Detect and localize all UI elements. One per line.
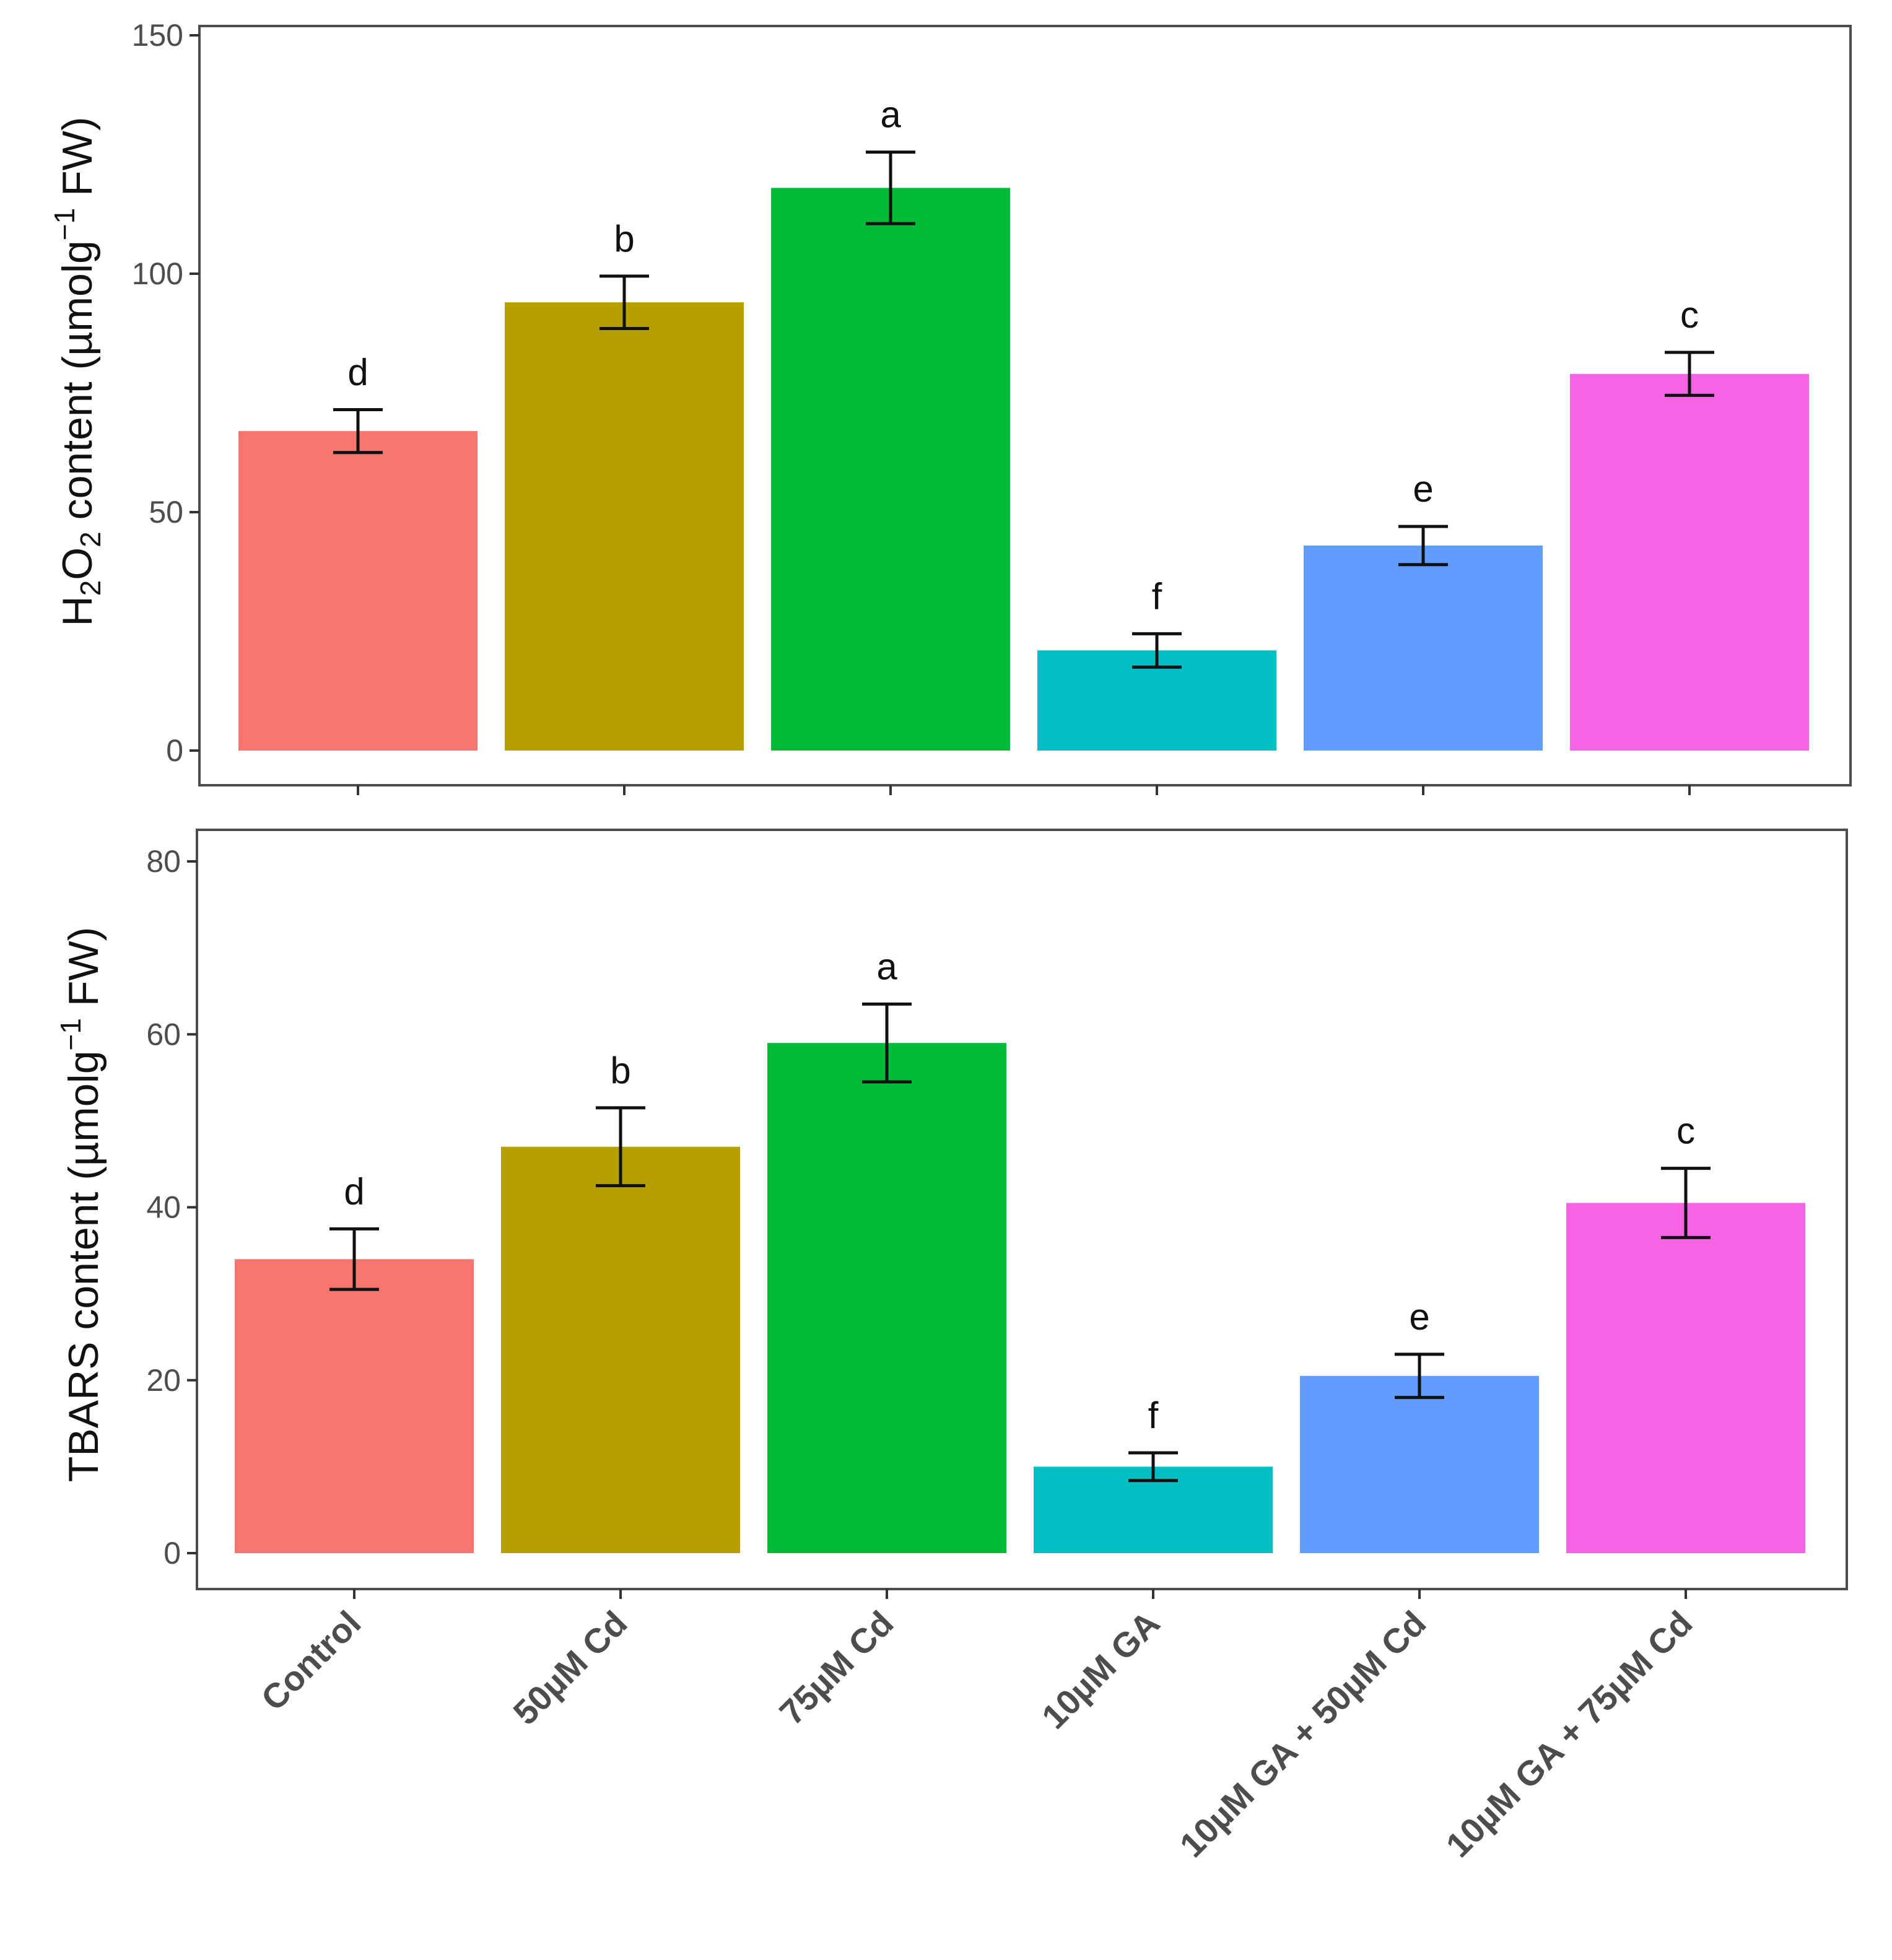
significance-letter-1: d [344,1170,364,1212]
y-tick-label: 20 [146,1363,181,1398]
y-tick-label: 0 [166,733,183,768]
error-bar-4 [1128,1451,1178,1483]
bar-3 [771,188,1010,751]
error-bar-3 [862,1002,912,1084]
y-title-part: TBARS content (µmolg [60,1050,107,1482]
x-tick-label-4: 10µM GA [1034,1603,1167,1736]
y-axis-title: TBARS content (µmolg−1 FW) [54,927,107,1483]
y-tick-label: 150 [132,18,183,53]
error-bar-2 [596,1106,645,1188]
error-bar-4 [1132,632,1182,669]
x-tick-label-6: 10µM GA + 75µM Cd [1438,1603,1699,1865]
significance-letter-5: e [1413,468,1433,510]
error-bar-2 [599,274,649,331]
error-bar-1 [333,407,383,455]
x-tick-label-2: 50µM Cd [505,1603,634,1732]
significance-letter-2: b [610,1050,630,1091]
y-title-part: FW) [60,927,107,1018]
y-title-subscript: 2 [74,531,107,547]
y-title-subscript: 2 [74,580,107,596]
bar-5 [1300,1375,1539,1553]
bar-1 [238,431,477,751]
significance-letter-3: a [876,946,897,987]
significance-letter-6: c [1676,1110,1695,1152]
error-bar-1 [329,1227,379,1291]
bar-1 [235,1259,474,1553]
significance-letter-2: b [614,218,634,259]
bar-2 [505,302,744,751]
panel-border [196,829,1848,1590]
y-title-part: content (µmolg [54,240,101,531]
error-bar-3 [866,150,915,225]
y-title-part: H [54,596,101,626]
significance-letter-6: c [1680,294,1699,336]
bar-3 [767,1043,1006,1553]
y-tick-label: 40 [146,1190,181,1225]
panel-border [198,25,1852,786]
y-title-part: FW) [54,117,101,208]
y-tick-label: 100 [132,256,183,291]
significance-letter-1: d [347,351,368,393]
y-title-superscript: −1 [48,208,81,240]
significance-letter-3: a [880,94,901,136]
significance-letter-4: f [1148,1395,1159,1436]
y-tick-label: 80 [146,844,181,879]
significance-letter-4: f [1152,575,1162,617]
y-tick-label: 60 [146,1017,181,1052]
x-tick-label-5: 10µM GA + 50µM Cd [1172,1603,1433,1865]
bar-6 [1570,373,1809,751]
y-tick-label: 50 [149,495,183,529]
y-title-part: O [54,547,101,580]
x-tick-label-1: Control [253,1603,368,1718]
x-tick-label-3: 75µM Cd [772,1603,900,1732]
tbars-panel: d b a f e c 0 20 40 60 80 TBARS content (µmolg−1 FW… [54,829,1848,1599]
bar-5 [1304,545,1543,751]
significance-letter-5: e [1409,1296,1429,1338]
x-axis-labels: Control 50µM Cd 75µM Cd 10µM GA 10µM GA + 50… [253,1603,1699,1865]
bar-6 [1566,1203,1805,1553]
y-tick-label: 0 [163,1536,181,1570]
error-bar-5 [1398,525,1448,567]
error-bar-5 [1395,1352,1444,1400]
bar-2 [501,1146,740,1553]
error-bar-6 [1661,1167,1711,1239]
y-title-superscript: −1 [54,1018,87,1050]
y-axis-title: H2O2 content (µmolg−1 FW) [48,117,107,627]
error-bar-6 [1665,351,1714,397]
